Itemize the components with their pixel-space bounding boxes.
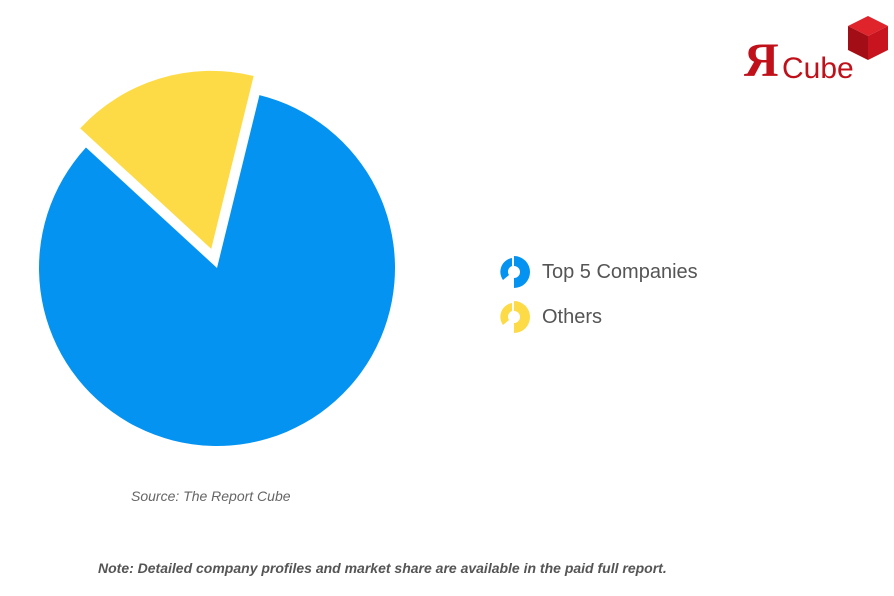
legend-item-others[interactable]: Others xyxy=(498,297,698,337)
legend-swatch-others xyxy=(500,301,530,333)
legend-swatch-top-5-companies xyxy=(500,256,530,288)
pie-slice-others[interactable] xyxy=(80,70,254,249)
legend-item-top-5-companies[interactable]: Top 5 Companies xyxy=(498,252,698,292)
chart-legend: Top 5 Companies Others xyxy=(498,252,698,342)
svg-text:Cube: Cube xyxy=(782,52,854,84)
footnote: Note: Detailed company profiles and mark… xyxy=(98,560,667,576)
legend-label-top-5-companies: Top 5 Companies xyxy=(542,260,698,283)
svg-text:Я: Я xyxy=(744,34,779,84)
report-cube-logo: Я Cube xyxy=(744,14,890,87)
pie-slice-top-5-companies[interactable] xyxy=(38,95,395,446)
legend-label-others: Others xyxy=(542,305,603,328)
source-caption: Source: The Report Cube xyxy=(131,488,291,504)
